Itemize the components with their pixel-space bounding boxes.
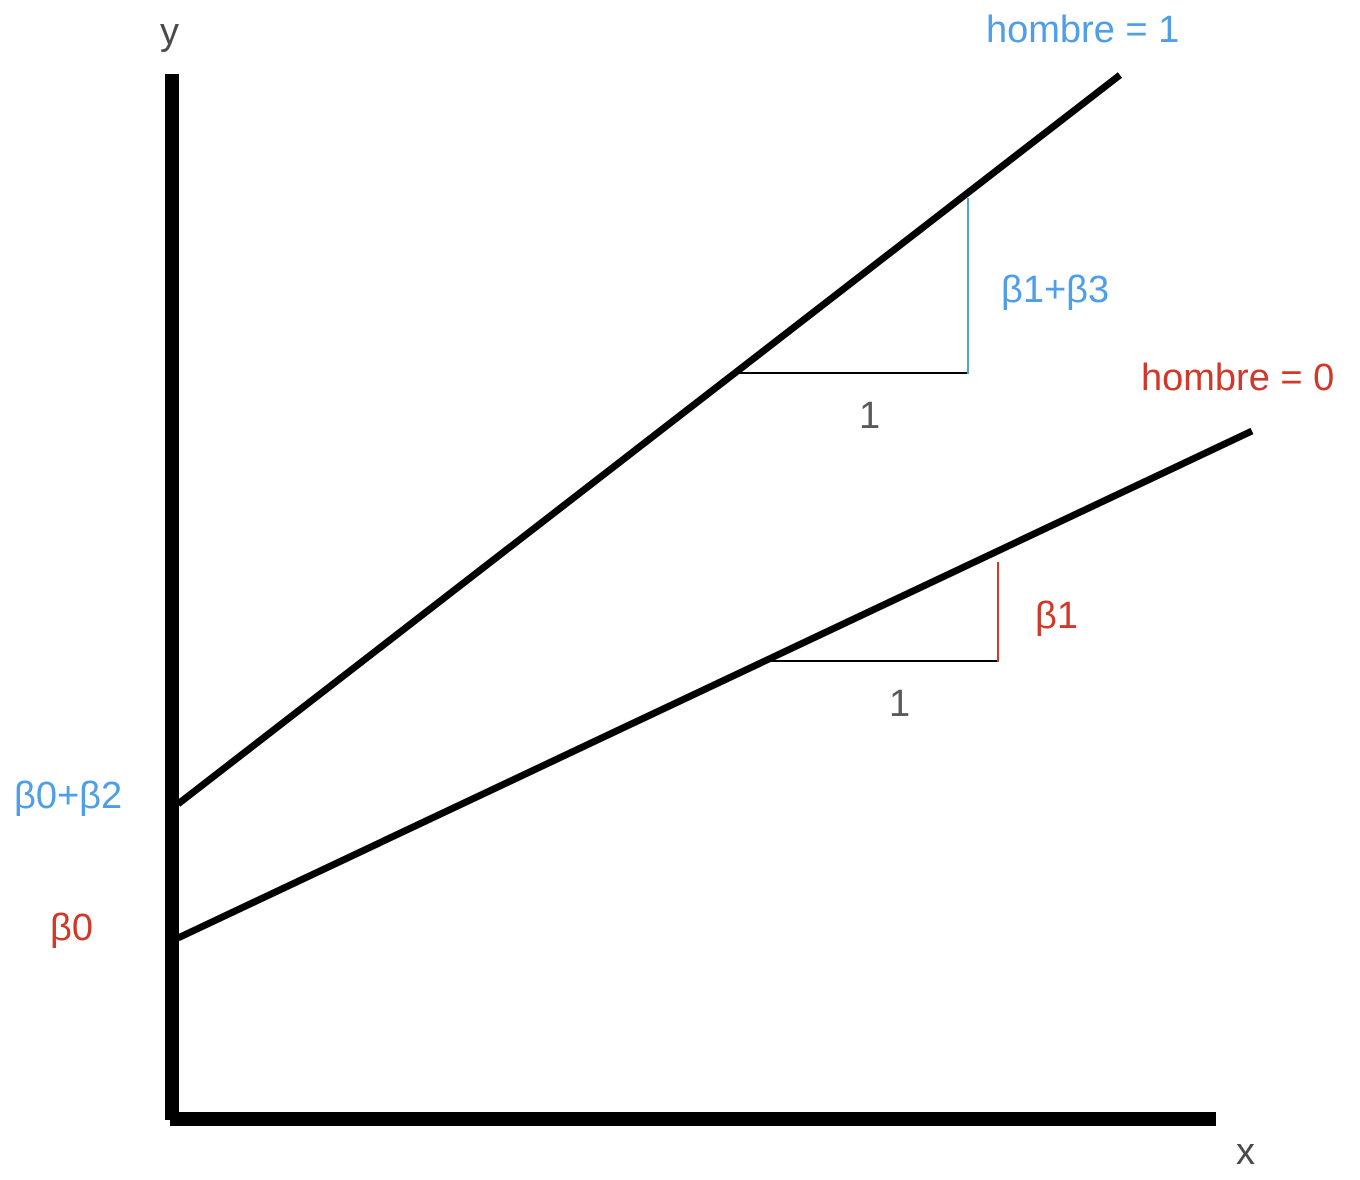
- line-hombre-1: [175, 72, 1123, 807]
- y-axis-label: y: [160, 11, 179, 53]
- run-label-hombre-0: 1: [889, 683, 910, 725]
- slope-label-hombre-0: β1: [1035, 595, 1078, 637]
- line-hombre-0-label: hombre = 0: [1141, 357, 1334, 399]
- intercept-label-hombre-0: β0: [50, 907, 93, 949]
- x-axis-label: x: [1236, 1131, 1255, 1173]
- slope-label-hombre-1: β1+β3: [1001, 269, 1109, 311]
- line-hombre-1-label: hombre = 1: [986, 9, 1179, 51]
- intercept-label-hombre-1: β0+β2: [14, 775, 122, 817]
- line-hombre-0: [176, 427, 1254, 942]
- run-label-hombre-1: 1: [859, 395, 880, 437]
